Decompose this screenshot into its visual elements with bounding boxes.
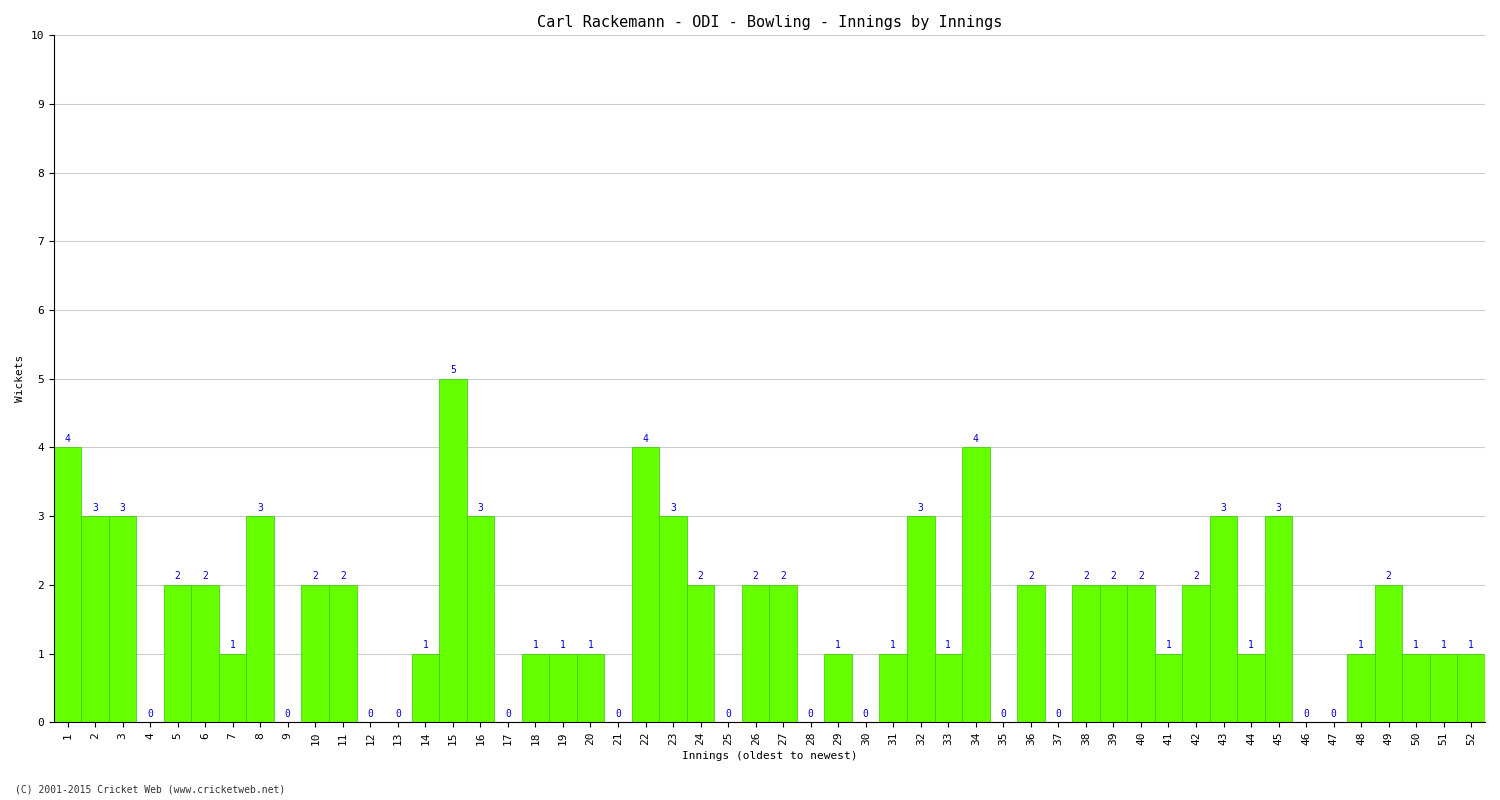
Bar <box>1402 654 1429 722</box>
Text: 2: 2 <box>340 571 345 582</box>
Text: (C) 2001-2015 Cricket Web (www.cricketweb.net): (C) 2001-2015 Cricket Web (www.cricketwe… <box>15 784 285 794</box>
Bar <box>687 585 714 722</box>
Bar <box>770 585 796 722</box>
Bar <box>1347 654 1376 722</box>
Bar <box>962 447 990 722</box>
Text: 2: 2 <box>1110 571 1116 582</box>
Text: 2: 2 <box>753 571 759 582</box>
Bar <box>660 516 687 722</box>
Bar <box>440 378 466 722</box>
Text: 0: 0 <box>862 709 868 718</box>
Title: Carl Rackemann - ODI - Bowling - Innings by Innings: Carl Rackemann - ODI - Bowling - Innings… <box>537 15 1002 30</box>
Bar <box>1182 585 1210 722</box>
Text: 0: 0 <box>368 709 374 718</box>
Bar <box>908 516 934 722</box>
Text: 1: 1 <box>1468 640 1474 650</box>
Text: 1: 1 <box>1166 640 1172 650</box>
Bar <box>1155 654 1182 722</box>
Text: 2: 2 <box>1192 571 1198 582</box>
Bar <box>1264 516 1293 722</box>
Text: 4: 4 <box>974 434 980 444</box>
Text: 1: 1 <box>945 640 951 650</box>
X-axis label: Innings (oldest to newest): Innings (oldest to newest) <box>681 751 856 761</box>
Bar <box>219 654 246 722</box>
Text: 3: 3 <box>1221 502 1227 513</box>
Text: 3: 3 <box>258 502 262 513</box>
Text: 3: 3 <box>918 502 924 513</box>
Text: 0: 0 <box>1330 709 1336 718</box>
Text: 1: 1 <box>1358 640 1364 650</box>
Bar <box>1376 585 1402 722</box>
Text: 0: 0 <box>285 709 291 718</box>
Text: 3: 3 <box>477 502 483 513</box>
Text: 0: 0 <box>394 709 400 718</box>
Text: 0: 0 <box>615 709 621 718</box>
Bar <box>192 585 219 722</box>
Bar <box>328 585 357 722</box>
Bar <box>632 447 660 722</box>
Text: 3: 3 <box>120 502 126 513</box>
Text: 3: 3 <box>670 502 676 513</box>
Bar <box>1017 585 1044 722</box>
Bar <box>411 654 440 722</box>
Text: 0: 0 <box>724 709 730 718</box>
Bar <box>742 585 770 722</box>
Text: 4: 4 <box>642 434 648 444</box>
Text: 3: 3 <box>92 502 98 513</box>
Bar <box>549 654 576 722</box>
Y-axis label: Wickets: Wickets <box>15 355 26 402</box>
Bar <box>110 516 136 722</box>
Text: 1: 1 <box>560 640 566 650</box>
Bar <box>302 585 328 722</box>
Text: 0: 0 <box>1000 709 1006 718</box>
Text: 1: 1 <box>891 640 896 650</box>
Text: 2: 2 <box>780 571 786 582</box>
Bar <box>1072 585 1100 722</box>
Text: 0: 0 <box>807 709 813 718</box>
Bar <box>164 585 192 722</box>
Text: 3: 3 <box>1275 502 1281 513</box>
Bar <box>81 516 110 722</box>
Text: 1: 1 <box>230 640 236 650</box>
Bar <box>934 654 962 722</box>
Bar <box>1100 585 1126 722</box>
Text: 0: 0 <box>1056 709 1062 718</box>
Text: 2: 2 <box>202 571 208 582</box>
Text: 2: 2 <box>312 571 318 582</box>
Bar <box>1238 654 1264 722</box>
Text: 0: 0 <box>147 709 153 718</box>
Text: 1: 1 <box>1442 640 1446 650</box>
Text: 0: 0 <box>1304 709 1310 718</box>
Text: 5: 5 <box>450 366 456 375</box>
Text: 0: 0 <box>506 709 512 718</box>
Bar <box>576 654 604 722</box>
Text: 1: 1 <box>836 640 842 650</box>
Text: 1: 1 <box>423 640 429 650</box>
Bar <box>466 516 494 722</box>
Text: 4: 4 <box>64 434 70 444</box>
Text: 2: 2 <box>698 571 703 582</box>
Text: 1: 1 <box>1248 640 1254 650</box>
Text: 2: 2 <box>174 571 180 582</box>
Bar <box>1458 654 1485 722</box>
Bar <box>1210 516 1237 722</box>
Bar <box>879 654 908 722</box>
Bar <box>1430 654 1458 722</box>
Bar <box>522 654 549 722</box>
Text: 1: 1 <box>588 640 594 650</box>
Text: 2: 2 <box>1386 571 1392 582</box>
Bar <box>1126 585 1155 722</box>
Bar <box>54 447 81 722</box>
Bar <box>246 516 274 722</box>
Text: 2: 2 <box>1028 571 1033 582</box>
Bar <box>825 654 852 722</box>
Text: 1: 1 <box>1413 640 1419 650</box>
Text: 1: 1 <box>532 640 538 650</box>
Text: 2: 2 <box>1083 571 1089 582</box>
Text: 2: 2 <box>1138 571 1144 582</box>
